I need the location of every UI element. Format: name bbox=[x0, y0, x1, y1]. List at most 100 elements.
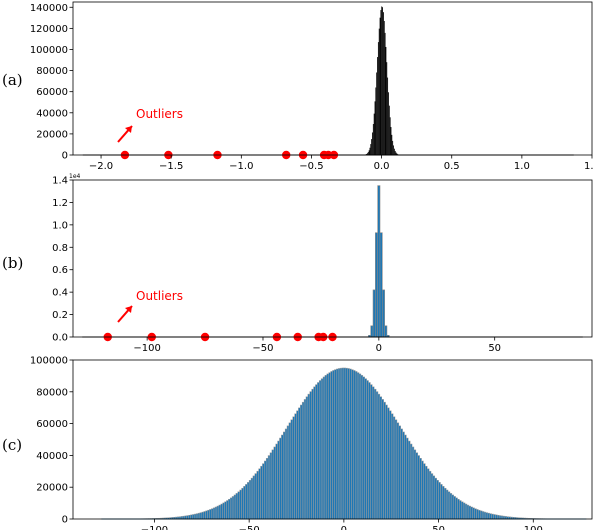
histogram-bar bbox=[298, 407, 301, 520]
histogram-bar bbox=[408, 440, 411, 520]
histogram-bar bbox=[216, 505, 220, 520]
x-tick-label: −50 bbox=[252, 343, 273, 354]
y-tick-label: 1.0 bbox=[52, 220, 68, 231]
x-tick-label: 0 bbox=[341, 525, 347, 530]
histogram-bar bbox=[423, 463, 426, 520]
histogram-bar bbox=[391, 134, 393, 155]
x-tick-label: −1.5 bbox=[159, 161, 183, 172]
histogram-bar bbox=[317, 382, 320, 520]
x-tick-label: 0.0 bbox=[374, 161, 390, 172]
histogram-bar bbox=[428, 470, 432, 520]
histogram-bar bbox=[377, 393, 381, 520]
histogram-bar bbox=[341, 367, 345, 520]
histogram-bar bbox=[390, 413, 394, 520]
histogram-bar bbox=[451, 494, 454, 520]
histogram-bar bbox=[269, 452, 273, 520]
histogram-bar bbox=[495, 514, 498, 520]
histogram-bar bbox=[470, 506, 473, 520]
y-tick-label: 1.2 bbox=[52, 198, 68, 209]
histogram-bar bbox=[383, 401, 386, 520]
histogram-bar bbox=[382, 12, 384, 156]
histogram-bar bbox=[224, 501, 227, 520]
x-axis: −100 −50 0 50 bbox=[133, 337, 501, 354]
histogram-bar bbox=[292, 416, 295, 520]
histogram-bar bbox=[468, 505, 472, 520]
y-tick-label: 60000 bbox=[36, 419, 68, 430]
histogram-bar bbox=[493, 514, 496, 520]
histogram-bar bbox=[379, 232, 383, 338]
histogram-bar bbox=[371, 139, 373, 155]
histogram-bar bbox=[366, 153, 368, 155]
histogram-bar bbox=[318, 380, 322, 520]
histogram-bar bbox=[425, 465, 428, 520]
histogram-bar bbox=[388, 92, 389, 155]
histogram-bar bbox=[367, 153, 368, 155]
y-tick-label: 60000 bbox=[36, 87, 68, 98]
histogram-bar bbox=[483, 511, 487, 520]
histogram-bar bbox=[440, 484, 443, 520]
y-tick-label: 0.8 bbox=[52, 243, 68, 254]
x-tick-label: −2.0 bbox=[89, 161, 113, 172]
histogram-bar bbox=[481, 511, 485, 520]
y-tick-label: 80000 bbox=[36, 387, 68, 398]
histogram-bar bbox=[449, 493, 453, 520]
histogram-bar bbox=[389, 410, 392, 520]
x-tick-label: 0 bbox=[376, 343, 382, 354]
histogram-bar bbox=[239, 489, 242, 520]
outliers-arrow-head bbox=[125, 306, 132, 313]
histogram-bar bbox=[396, 422, 400, 520]
histogram-bars bbox=[101, 367, 587, 520]
histogram-bar bbox=[332, 370, 335, 520]
histogram-bar bbox=[307, 393, 311, 520]
histogram-bar bbox=[281, 434, 284, 520]
histogram-bar bbox=[237, 491, 240, 520]
histogram-bar bbox=[273, 446, 276, 520]
histogram-bar bbox=[241, 487, 244, 520]
histogram-bar bbox=[394, 150, 396, 155]
histogram-bar bbox=[464, 503, 468, 520]
histogram-bar bbox=[487, 512, 490, 520]
histogram-bar bbox=[406, 437, 409, 520]
histogram-bar bbox=[283, 431, 286, 520]
y-axis-offset-text: 1e4 bbox=[69, 173, 81, 180]
histogram-bar bbox=[438, 482, 441, 520]
histogram-bar bbox=[315, 384, 318, 520]
histogram-bar bbox=[260, 465, 263, 520]
histogram-bar bbox=[385, 46, 387, 155]
outliers-arrow-head bbox=[125, 126, 132, 133]
y-tick-label: 80000 bbox=[36, 66, 68, 77]
histogram-bar bbox=[337, 368, 341, 520]
histogram-bar bbox=[300, 404, 303, 520]
x-tick-label: −1.0 bbox=[229, 161, 253, 172]
histogram-bar bbox=[218, 504, 221, 520]
y-tick-label: 0.2 bbox=[52, 310, 68, 321]
histogram-bar bbox=[396, 153, 398, 155]
histogram-bar bbox=[275, 443, 278, 520]
x-tick-label: −100 bbox=[141, 525, 168, 530]
histogram-bar bbox=[474, 508, 477, 520]
histogram-bar bbox=[462, 502, 466, 520]
histogram-bar bbox=[345, 367, 348, 520]
histogram-bar bbox=[353, 370, 356, 520]
histogram-bars bbox=[364, 6, 400, 156]
y-axis: 0 20000 40000 60000 80000 100000 120000 140000 bbox=[30, 3, 73, 162]
histogram-bar bbox=[478, 509, 481, 520]
histogram-bar bbox=[186, 515, 189, 520]
histogram-bar bbox=[375, 391, 379, 520]
histogram-bar bbox=[322, 376, 326, 520]
histogram-bar bbox=[247, 482, 250, 520]
histogram-bar bbox=[413, 449, 417, 520]
histogram-bar bbox=[394, 419, 398, 520]
histogram-bar bbox=[377, 185, 381, 338]
y-tick-label: 0 bbox=[62, 151, 68, 162]
histogram-bar bbox=[491, 513, 494, 520]
plot-frame bbox=[72, 179, 593, 338]
histogram-bar bbox=[245, 484, 248, 520]
histogram-bar bbox=[370, 384, 373, 520]
y-tick-label: 100000 bbox=[30, 45, 68, 56]
histogram-bar bbox=[400, 428, 403, 520]
histogram-bar bbox=[461, 501, 464, 520]
histogram-bar bbox=[368, 382, 371, 520]
histogram-bar bbox=[411, 446, 415, 520]
